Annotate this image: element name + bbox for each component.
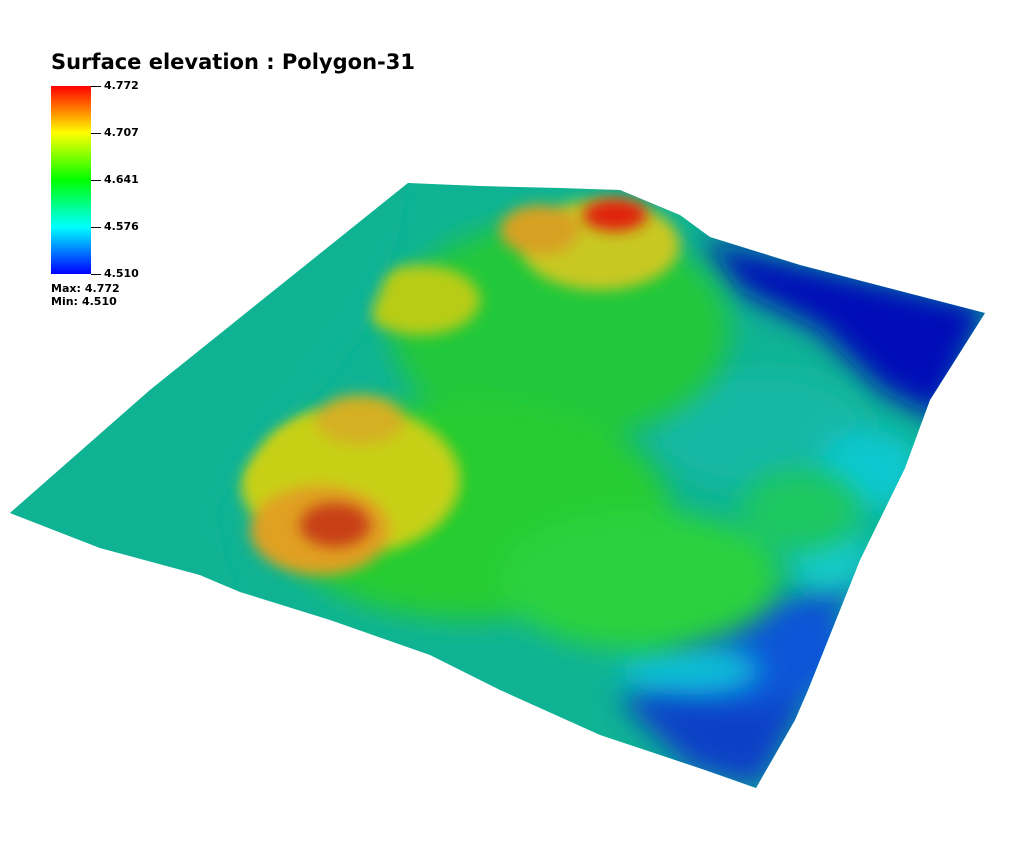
colorbar-tick-2: 4.707 bbox=[104, 126, 139, 139]
max-readout: Max: 4.772 bbox=[51, 282, 120, 295]
max-value: 4.772 bbox=[84, 282, 120, 295]
colorbar-tick-label: 4.510 bbox=[91, 267, 139, 281]
colorbar-tick-4: 4.576 bbox=[104, 220, 139, 233]
colorbar-tick-label: 4.707 bbox=[91, 126, 139, 140]
colorbar-tick-label: 4.576 bbox=[91, 220, 139, 234]
colorbar bbox=[51, 86, 91, 274]
colorbar-tick-3: 4.641 bbox=[104, 173, 139, 186]
high-terrain bbox=[240, 200, 680, 575]
min-value: 4.510 bbox=[81, 295, 117, 308]
max-label: Max: bbox=[51, 282, 81, 295]
colorbar-tick-min: 4.510 bbox=[104, 267, 139, 280]
min-label: Min: bbox=[51, 295, 78, 308]
colorbar-tick-label: 4.772 bbox=[91, 79, 139, 93]
plot-title: Surface elevation : Polygon-31 bbox=[51, 50, 415, 74]
colorbar-tick-max: 4.772 bbox=[104, 79, 139, 92]
min-readout: Min: 4.510 bbox=[51, 295, 117, 308]
colorbar-tick-label: 4.641 bbox=[91, 173, 139, 187]
peak-regions bbox=[300, 199, 647, 547]
mid-low-regions bbox=[620, 370, 920, 695]
